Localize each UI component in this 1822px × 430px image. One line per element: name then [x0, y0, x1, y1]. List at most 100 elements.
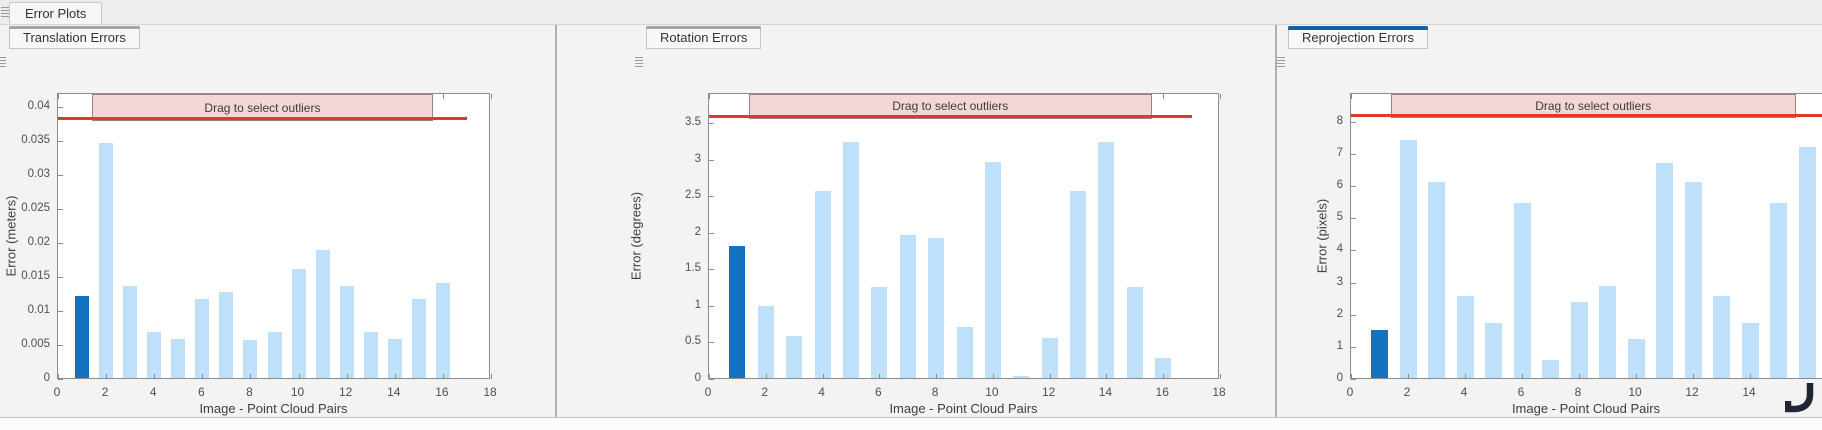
bar-pair-5[interactable] — [842, 142, 859, 378]
x-tick-mark — [491, 374, 492, 379]
x-tick-mark — [1351, 374, 1352, 379]
y-axis-label: Error (meters) — [3, 195, 19, 277]
bar-pair-10[interactable] — [291, 269, 306, 378]
outlier-threshold-line[interactable] — [709, 114, 1192, 118]
bar-pair-7[interactable] — [219, 292, 234, 378]
x-tick-mark — [442, 374, 444, 379]
bar-pair-11[interactable] — [1013, 375, 1030, 378]
drag-grip-icon[interactable] — [0, 57, 6, 68]
plot-area: Drag to select outliers — [708, 93, 1221, 380]
bar-pair-16[interactable] — [435, 282, 450, 378]
x-tick-label: 10 — [290, 385, 305, 399]
bar-pair-9[interactable] — [956, 326, 973, 378]
bar-pair-14[interactable] — [1098, 142, 1115, 378]
bar-pair-14[interactable] — [1741, 323, 1759, 378]
y-tick-label: 3 — [1336, 275, 1343, 288]
bar-pair-14[interactable] — [387, 338, 402, 378]
bar-pair-12[interactable] — [1684, 181, 1702, 378]
bar-pair-8[interactable] — [243, 339, 258, 378]
y-tick-label: 2 — [1336, 307, 1343, 320]
outlier-annotation[interactable]: Drag to select outliers — [748, 94, 1152, 119]
x-tick-label: 12 — [1685, 385, 1699, 399]
bar-pair-9[interactable] — [1599, 286, 1617, 378]
outlier-annotation[interactable]: Drag to select outliers — [91, 94, 434, 122]
bar-pair-8[interactable] — [928, 237, 945, 378]
y-tick-label: 1 — [694, 298, 701, 311]
y-tick-mark — [1351, 154, 1356, 156]
x-tick-label: 8 — [246, 385, 253, 399]
outlier-threshold-line[interactable] — [1351, 114, 1822, 118]
y-tick-label: 0.015 — [21, 269, 50, 282]
y-tick-label: 0.005 — [21, 337, 50, 350]
bar-pair-2[interactable] — [1399, 140, 1417, 378]
y-tick-mark — [1351, 379, 1356, 380]
tab-rotation-errors[interactable]: Rotation Errors — [646, 26, 762, 49]
bar-pair-13[interactable] — [363, 332, 378, 378]
x-tick-label: 14 — [1098, 385, 1113, 399]
x-tick-mark — [992, 374, 994, 379]
bar-pair-13[interactable] — [1070, 190, 1087, 378]
y-tick-label: 3.5 — [685, 115, 701, 128]
drag-grip-icon[interactable] — [1, 7, 9, 18]
x-tick-label: 14 — [387, 385, 401, 399]
bar-pair-3[interactable] — [786, 336, 803, 378]
bar-pair-4[interactable] — [147, 332, 162, 378]
bar-pair-4[interactable] — [1456, 296, 1474, 378]
bar-pair-1[interactable] — [75, 296, 90, 378]
drag-grip-icon[interactable] — [635, 57, 643, 68]
y-tick-label: 0.01 — [27, 303, 50, 316]
tab-translation-errors[interactable]: Translation Errors — [9, 26, 140, 49]
bar-pair-15[interactable] — [411, 299, 426, 378]
bar-pair-15[interactable] — [1126, 286, 1143, 378]
drag-grip-icon[interactable] — [1277, 57, 1285, 68]
x-tick-mark — [1408, 374, 1409, 379]
bar-pair-8[interactable] — [1570, 302, 1588, 378]
x-tick-mark — [879, 374, 881, 379]
panel-rotation-errors: Rotation Errors Drag to select outliers 0… — [557, 25, 1277, 418]
x-tick-label: 0 — [53, 385, 61, 399]
bar-pair-6[interactable] — [1513, 202, 1531, 378]
bar-pair-15[interactable] — [1770, 202, 1788, 378]
y-tick-label: 0.5 — [685, 335, 701, 348]
tab-reprojection-errors[interactable]: Reprojection Errors — [1288, 26, 1428, 49]
bar-pair-16[interactable] — [1155, 358, 1172, 378]
x-tick-mark-top — [1351, 94, 1352, 99]
bar-pair-3[interactable] — [123, 286, 138, 378]
bar-pair-10[interactable] — [1627, 339, 1645, 378]
x-axis-label: Image - Point Cloud Pairs — [1511, 401, 1661, 416]
x-tick-label: 4 — [149, 385, 157, 399]
bar-pair-10[interactable] — [984, 161, 1001, 378]
x-tick-label: 2 — [101, 385, 109, 399]
bar-pair-11[interactable] — [1656, 162, 1674, 378]
bar-pair-7[interactable] — [1542, 360, 1560, 378]
x-tick-mark-top — [491, 94, 492, 99]
tab-error-plots[interactable]: Error Plots — [9, 2, 103, 24]
bar-pair-3[interactable] — [1428, 181, 1445, 378]
bar-pair-5[interactable] — [1485, 323, 1502, 378]
outlier-annotation[interactable]: Drag to select outliers — [1390, 94, 1796, 119]
bar-pair-4[interactable] — [814, 190, 831, 378]
x-tick-mark — [1465, 374, 1466, 379]
outlier-threshold-line[interactable] — [58, 117, 467, 121]
bar-pair-5[interactable] — [171, 338, 186, 378]
bar-pair-12[interactable] — [1041, 337, 1058, 378]
bar-pair-13[interactable] — [1713, 296, 1731, 378]
bar-pair-2[interactable] — [99, 143, 114, 378]
x-tick-mark-top — [1163, 94, 1165, 99]
bar-pair-16[interactable] — [1798, 146, 1816, 378]
x-tick-mark-top — [1220, 94, 1221, 99]
bar-pair-9[interactable] — [267, 332, 282, 378]
bar-pair-2[interactable] — [757, 306, 774, 378]
y-tick-label: 0.025 — [21, 201, 50, 214]
bar-pair-11[interactable] — [315, 249, 330, 378]
bar-pair-1[interactable] — [729, 246, 746, 378]
x-tick-label: 6 — [197, 385, 205, 399]
bar-pair-7[interactable] — [899, 235, 916, 378]
y-tick-label: 0.02 — [27, 235, 50, 248]
bar-pair-6[interactable] — [195, 299, 210, 378]
bar-pair-6[interactable] — [871, 286, 888, 378]
x-tick-label: 6 — [874, 385, 882, 399]
bar-pair-1[interactable] — [1371, 329, 1388, 378]
bar-pair-12[interactable] — [339, 286, 354, 378]
y-tick-mark — [1351, 218, 1356, 220]
